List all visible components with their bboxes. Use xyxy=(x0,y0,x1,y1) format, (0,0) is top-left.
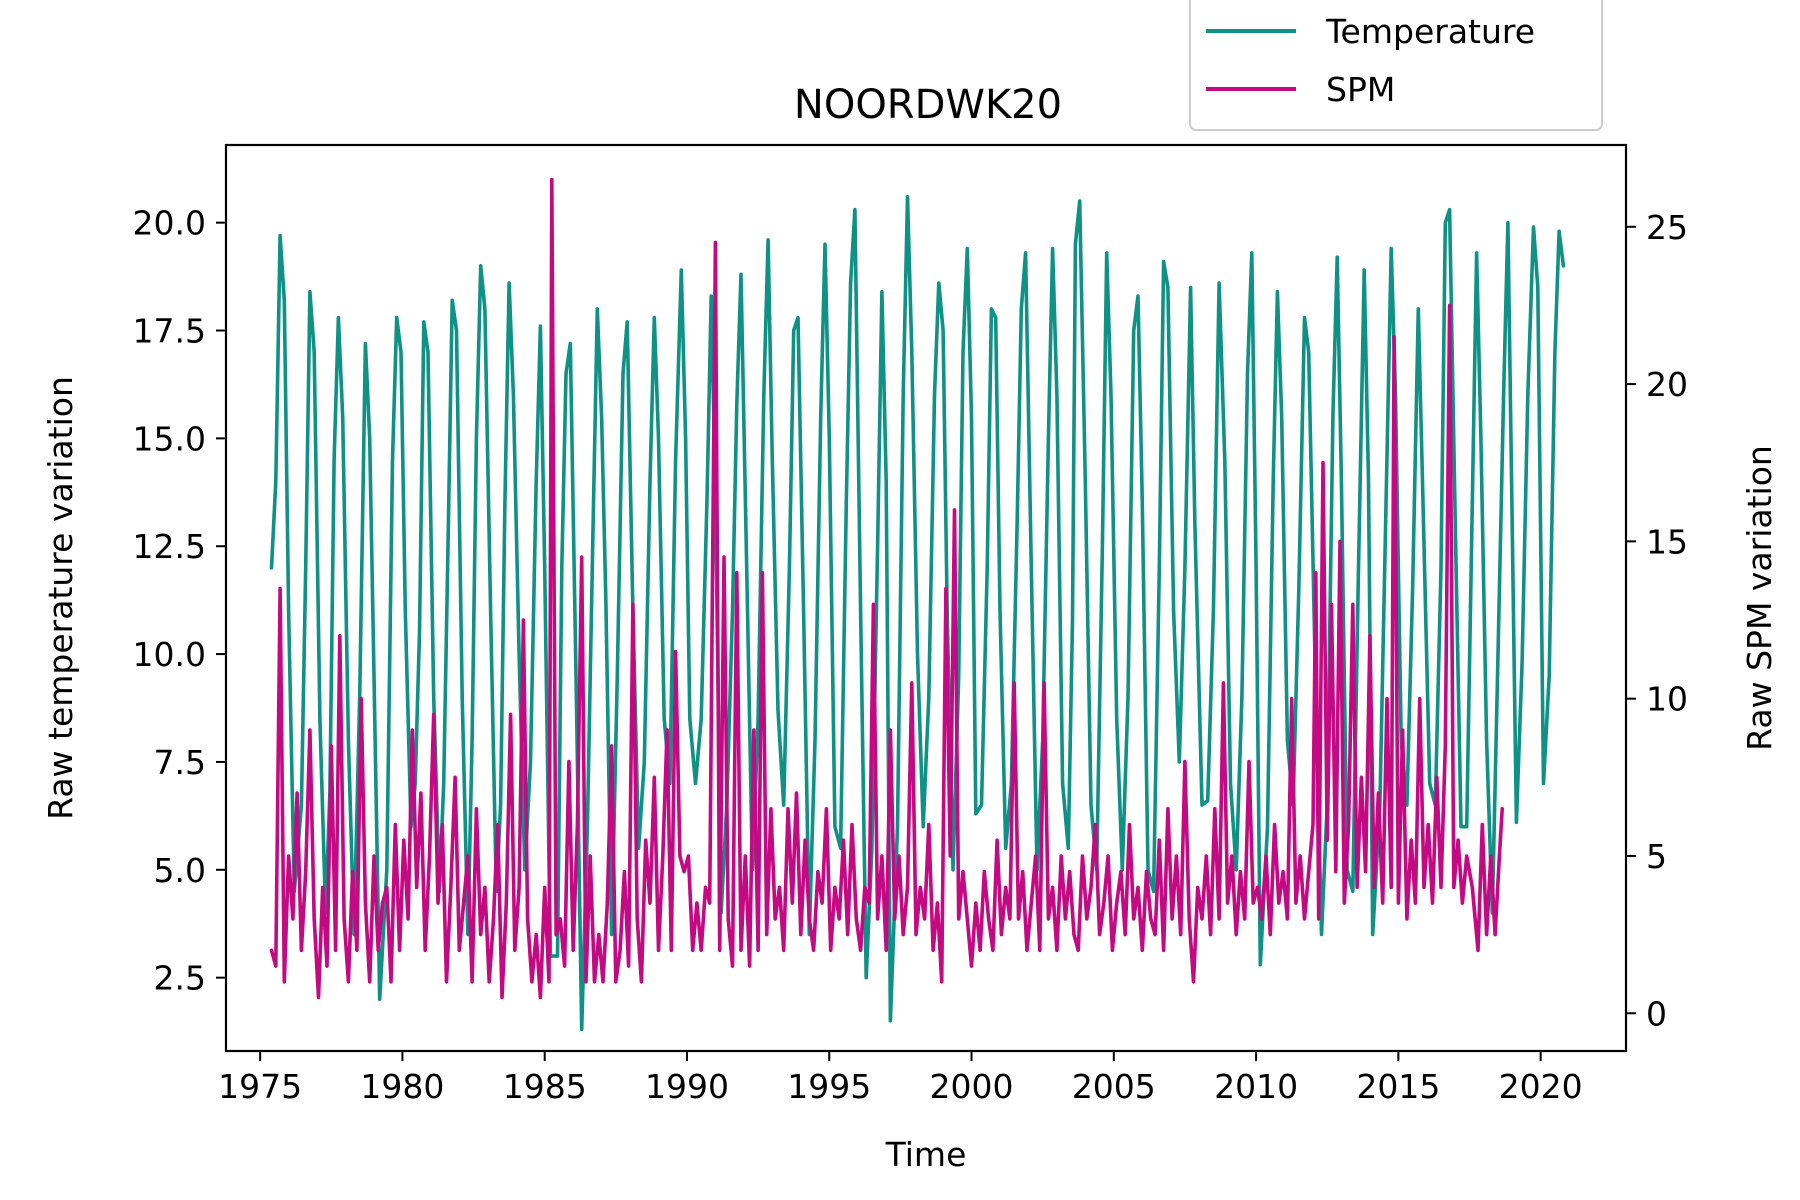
y-axis-left: 2.5 5.0 7.5 10.0 12.5 15.0 17.5 20.0 xyxy=(133,204,226,998)
legend-label-spm: SPM xyxy=(1326,70,1395,109)
plot-area xyxy=(269,177,1566,1032)
x-tick-label: 1995 xyxy=(787,1067,871,1106)
x-tick-label: 2000 xyxy=(930,1067,1014,1106)
y-left-tick-label: 17.5 xyxy=(133,312,206,351)
x-tick-label: 2010 xyxy=(1214,1067,1298,1106)
y-right-tick-label: 10 xyxy=(1646,680,1688,719)
y-right-tick-label: 0 xyxy=(1646,994,1667,1033)
x-tick-label: 2005 xyxy=(1072,1067,1156,1106)
legend: Temperature SPM xyxy=(1189,0,1603,131)
x-tick-label: 1985 xyxy=(503,1067,587,1106)
plot-frame xyxy=(224,143,1628,1053)
y-left-tick-label: 7.5 xyxy=(154,743,206,782)
y-right-tick-label: 5 xyxy=(1646,837,1667,876)
y-left-tick-label: 15.0 xyxy=(133,419,206,458)
series-line-spm xyxy=(269,177,1504,1000)
y-axis-left-title: Raw temperature variation xyxy=(41,376,80,820)
x-axis: 1975 1980 1985 1990 1995 2000 2005 2010 2015 2020 xyxy=(218,1051,1583,1106)
y-left-tick-label: 5.0 xyxy=(154,851,206,890)
chart-title: NOORDWK20 xyxy=(794,82,1062,128)
y-right-tick-label: 20 xyxy=(1646,365,1688,404)
series-line-temperature xyxy=(269,195,1566,1032)
legend-label-temperature: Temperature xyxy=(1325,12,1535,51)
x-tick-label: 1980 xyxy=(360,1067,444,1106)
y-left-tick-label: 10.0 xyxy=(133,635,206,674)
y-right-tick-label: 25 xyxy=(1646,208,1688,247)
y-left-tick-label: 12.5 xyxy=(133,527,206,566)
x-tick-label: 2015 xyxy=(1356,1067,1440,1106)
y-left-tick-label: 20.0 xyxy=(133,204,206,243)
x-axis-title: Time xyxy=(885,1135,967,1174)
y-right-tick-label: 15 xyxy=(1646,522,1688,561)
y-left-tick-label: 2.5 xyxy=(154,959,206,998)
y-axis-right: 0 5 10 15 20 25 xyxy=(1626,208,1688,1033)
x-tick-label: 1990 xyxy=(645,1067,729,1106)
x-tick-label: 1975 xyxy=(218,1067,302,1106)
x-tick-label: 2020 xyxy=(1499,1067,1583,1106)
y-axis-right-title: Raw SPM variation xyxy=(1740,445,1779,751)
series-layer xyxy=(269,177,1566,1032)
